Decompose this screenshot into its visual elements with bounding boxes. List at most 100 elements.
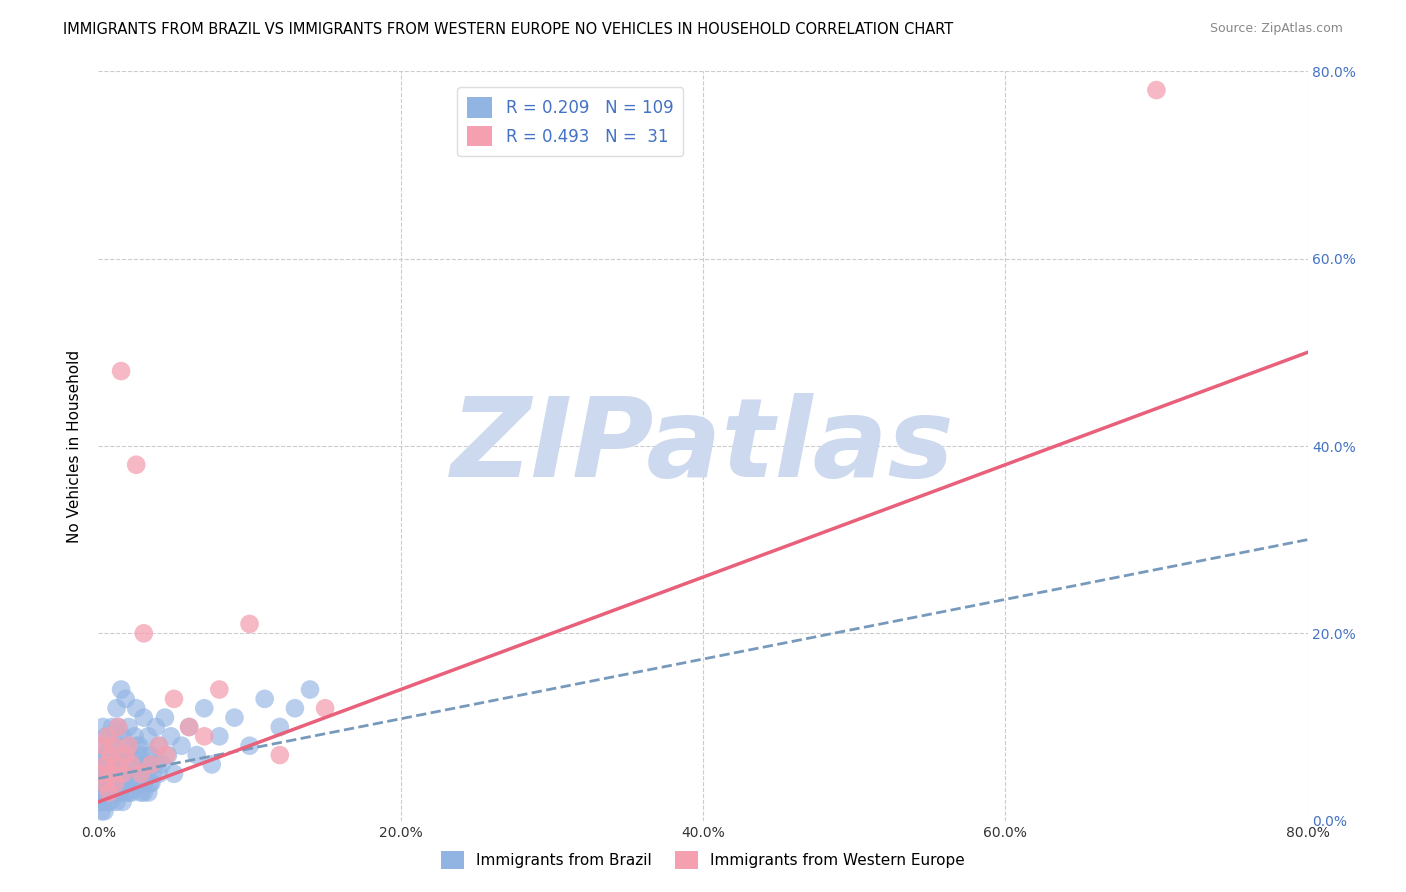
- Point: [125, 458, 148, 472]
- Point: [94, 757, 117, 772]
- Point: [132, 626, 155, 640]
- Point: [193, 701, 215, 715]
- Point: [98, 786, 121, 800]
- Point: [89, 776, 111, 790]
- Point: [129, 767, 152, 781]
- Point: [91, 720, 114, 734]
- Point: [108, 786, 131, 800]
- Point: [125, 701, 148, 715]
- Point: [136, 786, 159, 800]
- Point: [96, 747, 118, 762]
- Point: [118, 739, 141, 753]
- Point: [96, 767, 118, 781]
- Point: [111, 795, 134, 809]
- Point: [90, 805, 112, 819]
- Point: [128, 747, 150, 762]
- Point: [128, 739, 150, 753]
- Point: [239, 739, 262, 753]
- Point: [139, 776, 162, 790]
- Point: [89, 795, 111, 809]
- Point: [114, 739, 136, 753]
- Point: [156, 747, 179, 762]
- Point: [103, 747, 125, 762]
- Point: [104, 776, 127, 790]
- Point: [163, 692, 186, 706]
- Point: [114, 692, 136, 706]
- Point: [93, 786, 115, 800]
- Point: [163, 767, 186, 781]
- Legend: Immigrants from Brazil, Immigrants from Western Europe: Immigrants from Brazil, Immigrants from …: [434, 845, 972, 875]
- Point: [121, 747, 143, 762]
- Point: [127, 767, 149, 781]
- Point: [269, 747, 291, 762]
- Point: [120, 767, 142, 781]
- Point: [284, 701, 307, 715]
- Point: [135, 767, 157, 781]
- Point: [314, 701, 336, 715]
- Point: [239, 617, 262, 632]
- Point: [94, 730, 117, 744]
- Point: [118, 786, 141, 800]
- Point: [105, 757, 128, 772]
- Point: [143, 757, 166, 772]
- Point: [94, 786, 117, 800]
- Point: [125, 757, 148, 772]
- Point: [93, 747, 115, 762]
- Point: [118, 776, 141, 790]
- Point: [114, 786, 136, 800]
- Point: [141, 747, 163, 762]
- Point: [110, 364, 132, 378]
- Point: [93, 805, 115, 819]
- Point: [111, 767, 134, 781]
- Point: [100, 795, 122, 809]
- Point: [108, 786, 131, 800]
- Point: [122, 767, 145, 781]
- Point: [160, 730, 183, 744]
- Point: [136, 730, 159, 744]
- Point: [90, 767, 112, 781]
- Point: [114, 747, 136, 762]
- Point: [100, 776, 122, 790]
- Point: [103, 739, 125, 753]
- Point: [101, 767, 124, 781]
- Point: [121, 757, 143, 772]
- Point: [110, 682, 132, 697]
- Point: [120, 757, 142, 772]
- Point: [155, 747, 177, 762]
- Y-axis label: No Vehicles in Household: No Vehicles in Household: [67, 350, 83, 542]
- Point: [186, 747, 208, 762]
- Point: [107, 757, 129, 772]
- Point: [208, 730, 231, 744]
- Point: [131, 757, 153, 772]
- Point: [125, 739, 148, 753]
- Point: [110, 767, 132, 781]
- Point: [129, 767, 152, 781]
- Point: [132, 786, 155, 800]
- Point: [105, 701, 128, 715]
- Point: [269, 720, 291, 734]
- Point: [132, 776, 155, 790]
- Point: [107, 720, 129, 734]
- Point: [107, 720, 129, 734]
- Point: [193, 730, 215, 744]
- Legend: R = 0.209   N = 109, R = 0.493   N =  31: R = 0.209 N = 109, R = 0.493 N = 31: [457, 87, 683, 156]
- Point: [153, 710, 176, 724]
- Point: [127, 776, 149, 790]
- Point: [224, 710, 246, 724]
- Point: [145, 720, 167, 734]
- Point: [91, 739, 114, 753]
- Point: [299, 682, 322, 697]
- Point: [150, 757, 173, 772]
- Point: [96, 730, 118, 744]
- Point: [110, 747, 132, 762]
- Point: [115, 747, 138, 762]
- Point: [148, 767, 170, 781]
- Point: [124, 730, 146, 744]
- Point: [91, 795, 114, 809]
- Point: [101, 767, 124, 781]
- Point: [112, 776, 135, 790]
- Point: [121, 786, 143, 800]
- Point: [115, 757, 138, 772]
- Point: [139, 747, 162, 762]
- Point: [90, 786, 112, 800]
